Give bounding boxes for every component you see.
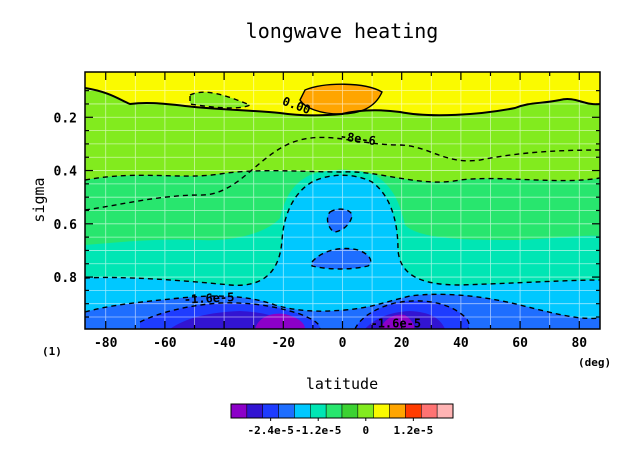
colorbar-swatch [357, 403, 374, 419]
contour-label: -8e-6 [339, 129, 377, 148]
colorbar-swatch [230, 403, 248, 419]
contour-blob-lower [311, 247, 372, 270]
grid-lines [85, 72, 600, 329]
x-tick-label: 0 [339, 336, 347, 351]
y-tick-label: 0.4 [54, 165, 78, 180]
colorbar-swatch [262, 403, 279, 419]
colorbar-label: 0 [362, 424, 369, 437]
x-tick-label: 20 [394, 336, 410, 351]
contour-lines [85, 83, 600, 329]
contour-label: -1.6e-5 [183, 290, 234, 307]
colorbar-label: 1.2e-5 [393, 424, 433, 437]
colorbar-labels: -2.4e-5 -1.2e-5 0 1.2e-5 [247, 418, 433, 437]
band-purple-right [380, 314, 415, 329]
contour-label: -1.6e-5 [370, 317, 421, 331]
contour-neg-20-right [354, 300, 470, 329]
band-positive-core [300, 84, 382, 114]
band-purple-left [255, 313, 305, 329]
colorbar-swatch [341, 403, 359, 419]
contour-neg-12 [85, 174, 600, 286]
colorbar-frame [230, 403, 454, 419]
colorbar-swatch [246, 403, 263, 419]
x-tick-label: 60 [512, 336, 528, 351]
y-unit: (1) [42, 345, 62, 358]
x-tick-label: 40 [453, 336, 469, 351]
y-tick-label: 0.2 [54, 111, 77, 126]
x-axis-label: latitude [306, 375, 378, 393]
contour-neg-4 [85, 169, 600, 183]
x-tick-label: -40 [212, 336, 236, 351]
y-tick-label: 0.6 [54, 218, 78, 233]
colorbar-swatch [436, 403, 454, 419]
colorbar-swatch [389, 403, 406, 419]
x-tick-label: -80 [94, 336, 118, 351]
colorbar-swatch [373, 403, 390, 419]
colorbar-label: -2.4e-5 [247, 424, 293, 437]
colorbar-swatch [278, 403, 295, 419]
chart-title: longwave heating [246, 19, 439, 43]
y-tick-label: 0.8 [54, 271, 78, 286]
y-axis: 0.2 0.4 0.6 0.8 [54, 90, 600, 318]
colorbar [230, 403, 454, 419]
x-tick-label: -20 [272, 336, 296, 351]
colorbar-swatch [325, 403, 343, 419]
y-axis-label: sigma [30, 177, 48, 222]
colorbar-swatch [294, 403, 311, 419]
colorbar-label: -1.2e-5 [295, 424, 341, 437]
contour-pos-core [299, 83, 383, 115]
x-unit: (deg) [578, 356, 611, 369]
contour-fill-layer [85, 72, 600, 329]
colorbar-swatch [310, 403, 327, 419]
contour-blob-upper [326, 208, 353, 233]
colorbar-swatch [405, 403, 422, 419]
colorbar-swatch [421, 403, 438, 419]
contour-neg-8 [85, 136, 600, 211]
x-axis: -80 -60 -40 -20 0 20 40 60 80 [94, 72, 587, 351]
contour-neg-16 [85, 293, 600, 320]
x-tick-label: 80 [571, 336, 587, 351]
x-tick-label: -60 [153, 336, 177, 351]
